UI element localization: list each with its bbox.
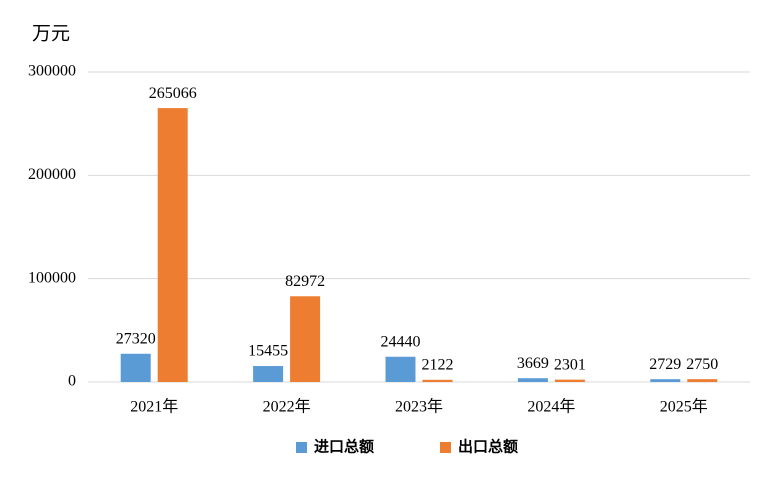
legend-swatch <box>440 442 451 453</box>
value-label: 82972 <box>285 273 325 290</box>
x-tick-label: 2025年 <box>660 398 708 416</box>
y-tick-label: 0 <box>68 373 76 390</box>
value-label: 24440 <box>381 333 421 350</box>
bar <box>517 378 548 382</box>
bar <box>157 108 188 383</box>
legend-label: 进口总额 <box>314 437 374 455</box>
value-label: 2729 <box>649 356 681 373</box>
y-tick-label: 100000 <box>28 269 76 286</box>
value-label: 27320 <box>116 330 156 347</box>
value-label: 2122 <box>422 356 454 373</box>
bar <box>422 379 453 382</box>
x-tick-label: 2024年 <box>527 398 575 416</box>
y-tick-label: 300000 <box>28 63 76 80</box>
y-tick-label: 200000 <box>28 166 76 183</box>
value-label: 2301 <box>554 356 586 373</box>
x-tick-label: 2021年 <box>130 398 178 416</box>
x-tick-label: 2023年 <box>395 398 443 416</box>
x-tick-label: 2022年 <box>263 398 311 416</box>
bar <box>554 379 585 382</box>
bar <box>650 379 681 382</box>
bar <box>253 366 284 382</box>
bar <box>120 353 151 382</box>
value-label: 15455 <box>248 343 288 360</box>
y-axis-label: 万元 <box>32 23 70 44</box>
value-label: 3669 <box>517 355 549 372</box>
bar <box>687 379 718 382</box>
legend-swatch <box>296 442 307 453</box>
value-label: 265066 <box>149 85 197 102</box>
bar <box>385 356 416 382</box>
legend-label: 出口总额 <box>458 437 518 455</box>
value-label: 2750 <box>686 356 718 373</box>
bar <box>290 296 321 382</box>
